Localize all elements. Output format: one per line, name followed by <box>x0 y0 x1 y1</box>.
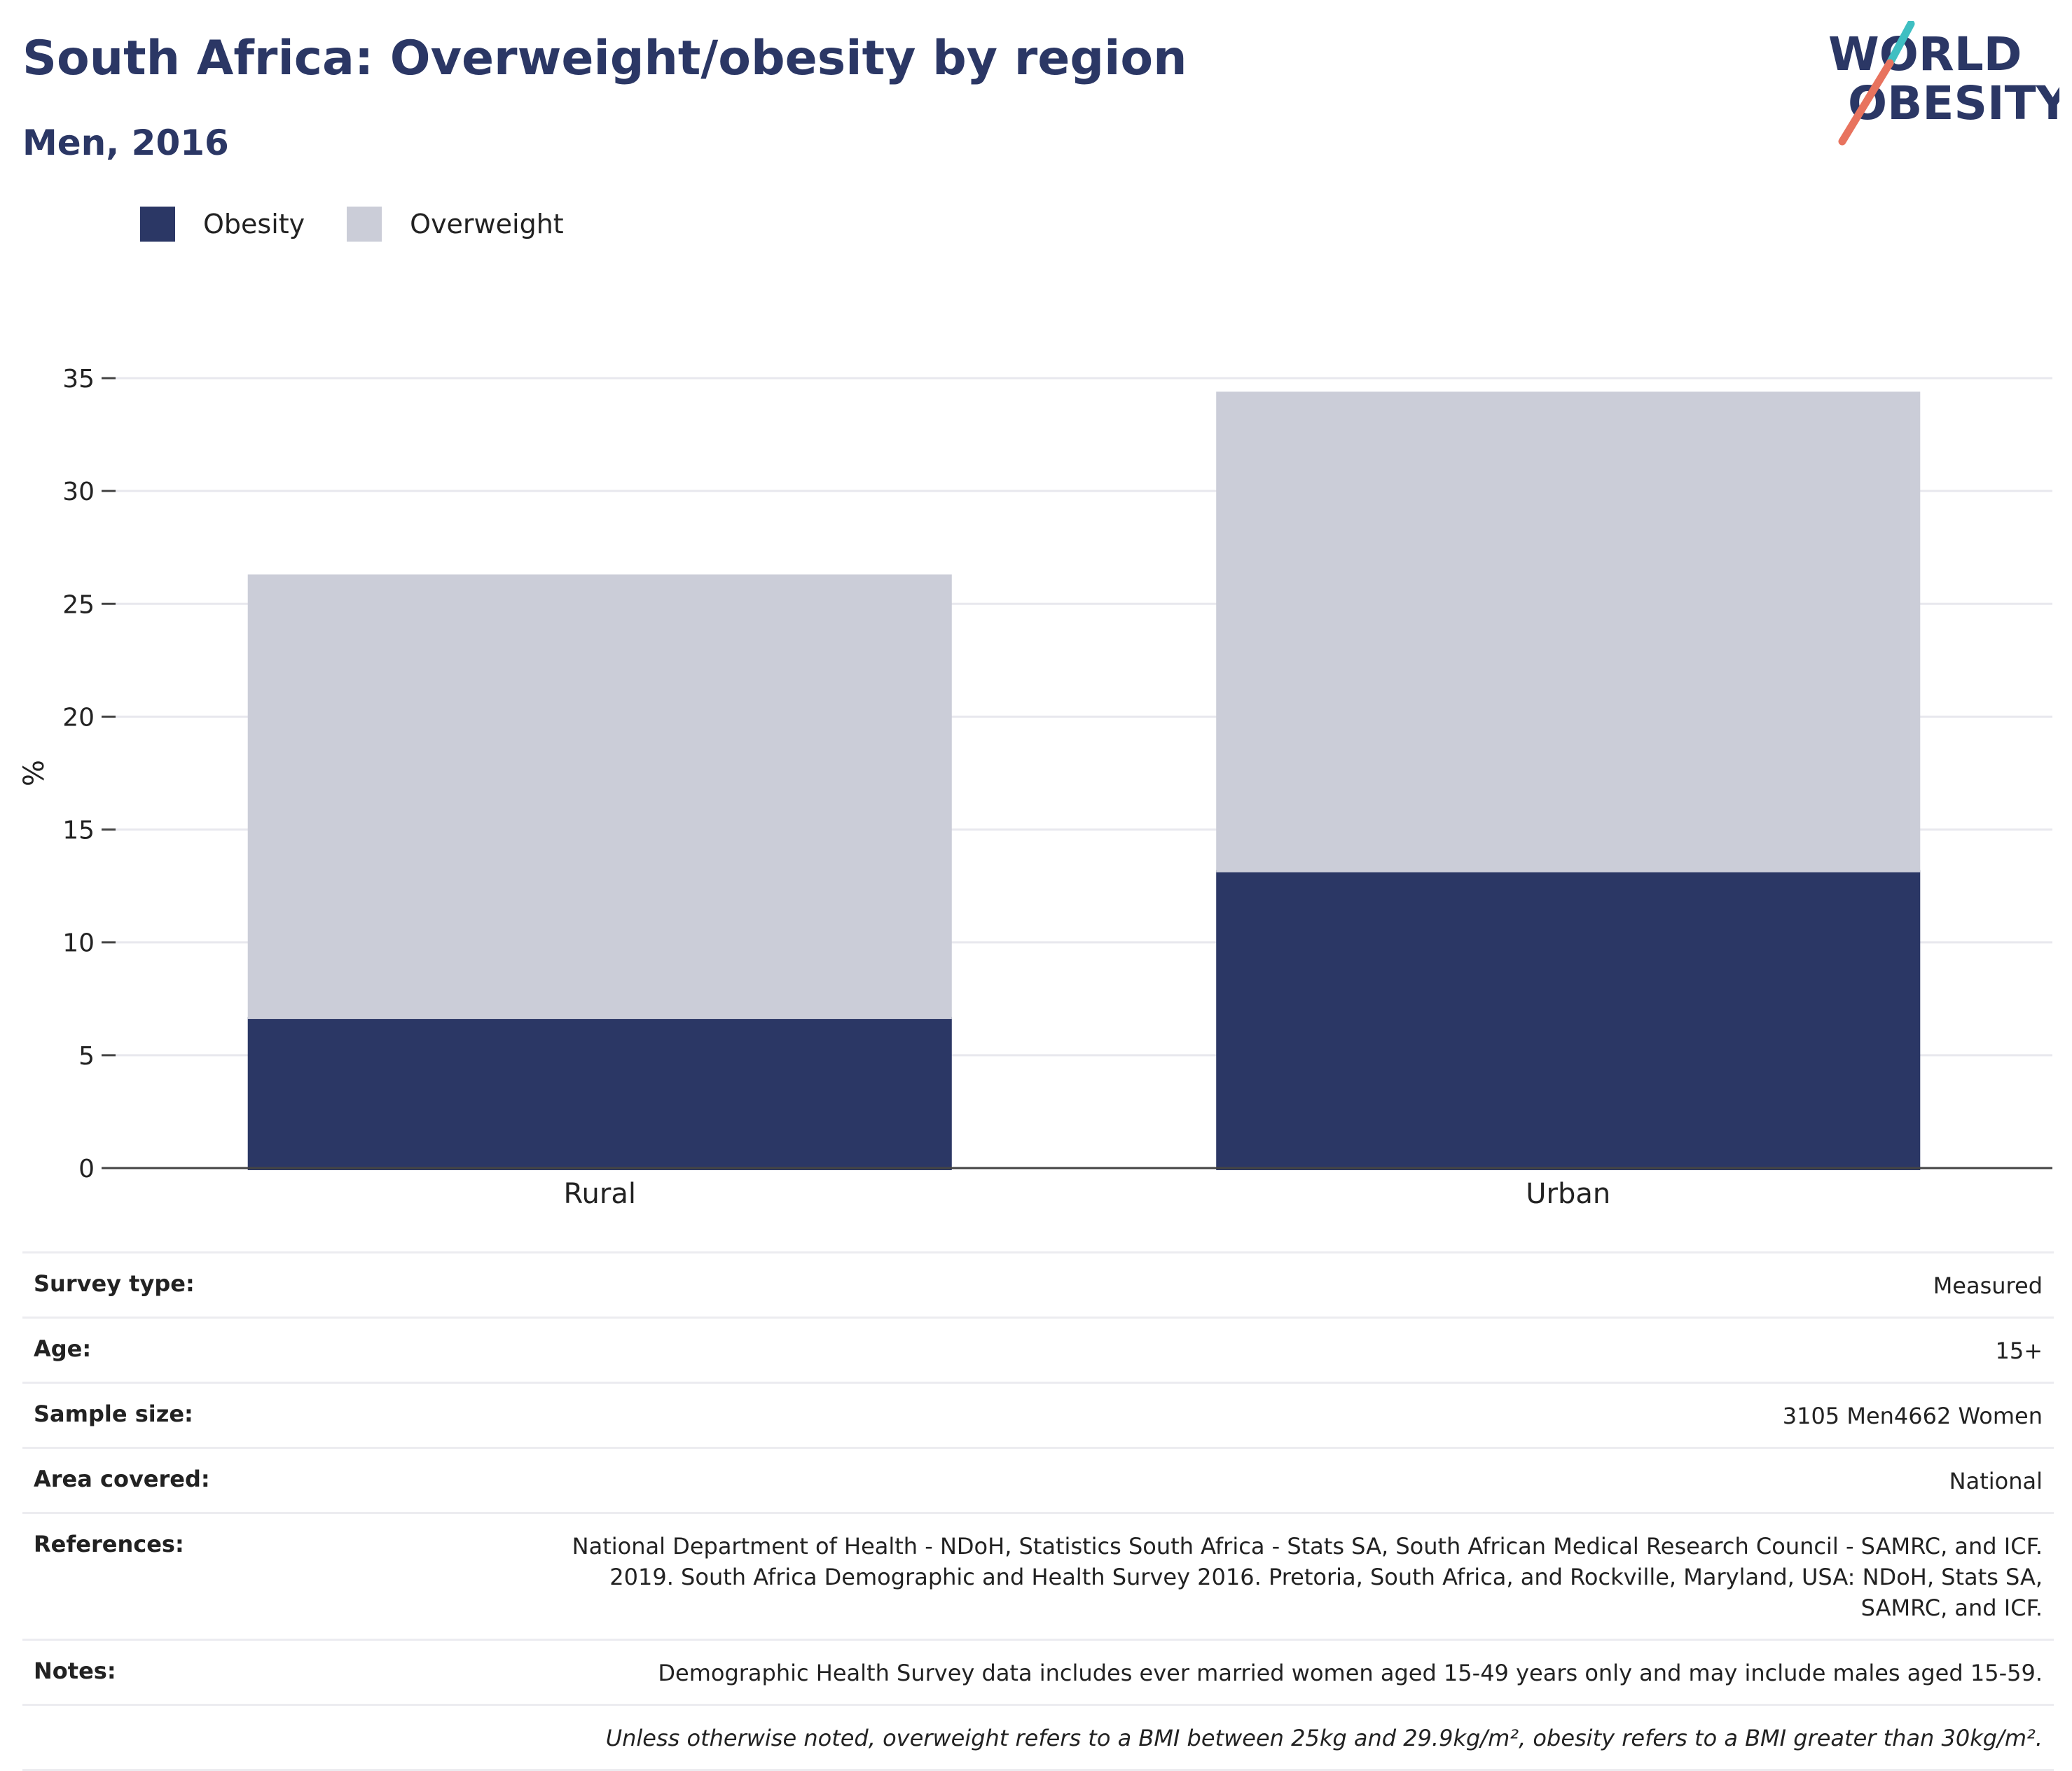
y-axis-title: % <box>18 760 50 786</box>
bar-overweight-rural <box>247 574 952 1020</box>
survey-info-table: Survey type: Measured Age: 15+ Sample si… <box>22 1251 2054 1771</box>
info-row-survey-type: Survey type: Measured <box>22 1251 2054 1317</box>
bar-obesity-rural <box>247 1017 952 1170</box>
logo-line-1: WORLD <box>1828 27 2022 81</box>
info-value: National <box>1949 1468 2043 1494</box>
x-category-label: Urban <box>1526 1178 1610 1210</box>
logo-accent-coral <box>1838 59 1894 146</box>
bmi-footnote: Unless otherwise noted, overweight refer… <box>605 1725 2043 1751</box>
y-tick-label: 15 <box>62 817 95 845</box>
info-row-notes: Notes: Demographic Health Survey data in… <box>22 1639 2054 1704</box>
info-value: 15+ <box>1995 1338 2043 1364</box>
info-row-references: References: National Department of Healt… <box>22 1512 2054 1639</box>
info-key: Sample size: <box>34 1401 193 1427</box>
legend: Obesity Overweight <box>140 207 606 242</box>
info-key: Survey type: <box>34 1270 195 1297</box>
legend-item-overweight[interactable]: Overweight <box>347 207 564 242</box>
x-category-label: Rural <box>564 1178 636 1210</box>
logo-accent-teal <box>1886 21 1915 67</box>
legend-label-overweight: Overweight <box>410 209 564 239</box>
info-key: References: <box>34 1531 184 1557</box>
info-row-sample-size: Sample size: 3105 Men4662 Women <box>22 1382 2054 1447</box>
info-key: Area covered: <box>34 1466 210 1492</box>
info-row-area-covered: Area covered: National <box>22 1447 2054 1512</box>
legend-label-obesity: Obesity <box>203 209 305 239</box>
info-row-age: Age: 15+ <box>22 1317 2054 1382</box>
y-tick-label: 30 <box>62 478 95 506</box>
chart-title: South Africa: Overweight/obesity by regi… <box>22 31 1187 86</box>
legend-item-obesity[interactable]: Obesity <box>140 207 305 242</box>
y-tick-label: 0 <box>78 1155 95 1183</box>
chart-subtitle: Men, 2016 <box>22 123 229 163</box>
y-tick-label: 10 <box>62 929 95 958</box>
info-value: National Department of Health - NDoH, St… <box>572 1533 2043 1621</box>
legend-swatch-obesity <box>140 207 175 242</box>
info-key: Age: <box>34 1335 92 1362</box>
info-value: 3105 Men4662 Women <box>1782 1403 2043 1429</box>
y-tick-label: 20 <box>62 703 95 732</box>
world-obesity-logo: WORLD OBESITY <box>1828 21 2059 146</box>
info-row-footnote: Unless otherwise noted, overweight refer… <box>22 1704 2054 1771</box>
info-key: Notes: <box>34 1658 116 1684</box>
stacked-bar-chart: 0 5 10 15 20 25 30 35 Rural Urban% <box>18 365 2052 1210</box>
y-tick-label: 35 <box>62 365 95 394</box>
y-tick-label: 5 <box>78 1042 95 1071</box>
info-value: Demographic Health Survey data includes … <box>658 1660 2043 1686</box>
info-value: Measured <box>1933 1272 2043 1299</box>
y-tick-label: 25 <box>62 590 95 619</box>
bar-obesity-urban <box>1216 870 1921 1170</box>
legend-swatch-overweight <box>347 207 382 242</box>
logo-line-2: OBESITY <box>1848 76 2059 130</box>
bar-overweight-urban <box>1216 391 1921 873</box>
